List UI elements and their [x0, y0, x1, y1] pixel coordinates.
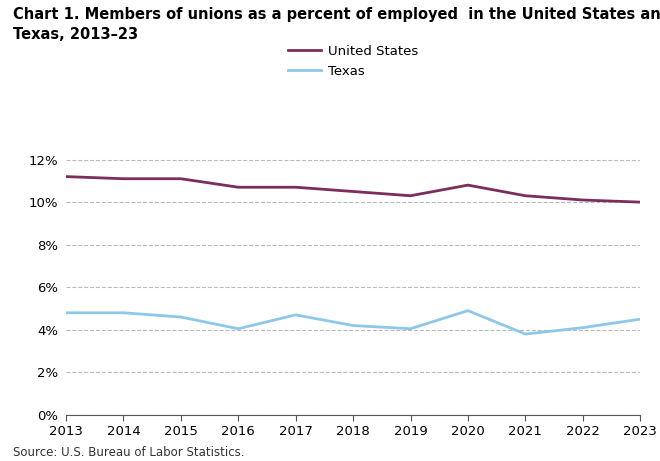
Legend: United States, Texas: United States, Texas — [283, 40, 423, 83]
United States — [521, 193, 529, 199]
United States — [177, 176, 185, 182]
Texas — [62, 310, 70, 315]
Texas — [407, 326, 414, 331]
Texas — [177, 314, 185, 320]
United States — [62, 174, 70, 179]
Line: United States: United States — [66, 177, 640, 202]
Texas — [292, 312, 300, 318]
Texas — [119, 310, 127, 315]
Texas — [464, 308, 472, 313]
United States — [407, 193, 414, 199]
Text: Chart 1. Members of unions as a percent of employed  in the United States and
Te: Chart 1. Members of unions as a percent … — [13, 7, 660, 41]
Texas — [349, 323, 357, 328]
United States — [349, 189, 357, 194]
Texas — [234, 326, 242, 331]
United States — [292, 184, 300, 190]
United States — [464, 183, 472, 188]
Texas — [579, 325, 587, 331]
Text: Source: U.S. Bureau of Labor Statistics.: Source: U.S. Bureau of Labor Statistics. — [13, 446, 245, 459]
Texas — [636, 316, 644, 322]
Line: Texas: Texas — [66, 311, 640, 334]
United States — [579, 197, 587, 203]
United States — [636, 199, 644, 205]
United States — [119, 176, 127, 182]
United States — [234, 184, 242, 190]
Texas — [521, 331, 529, 337]
